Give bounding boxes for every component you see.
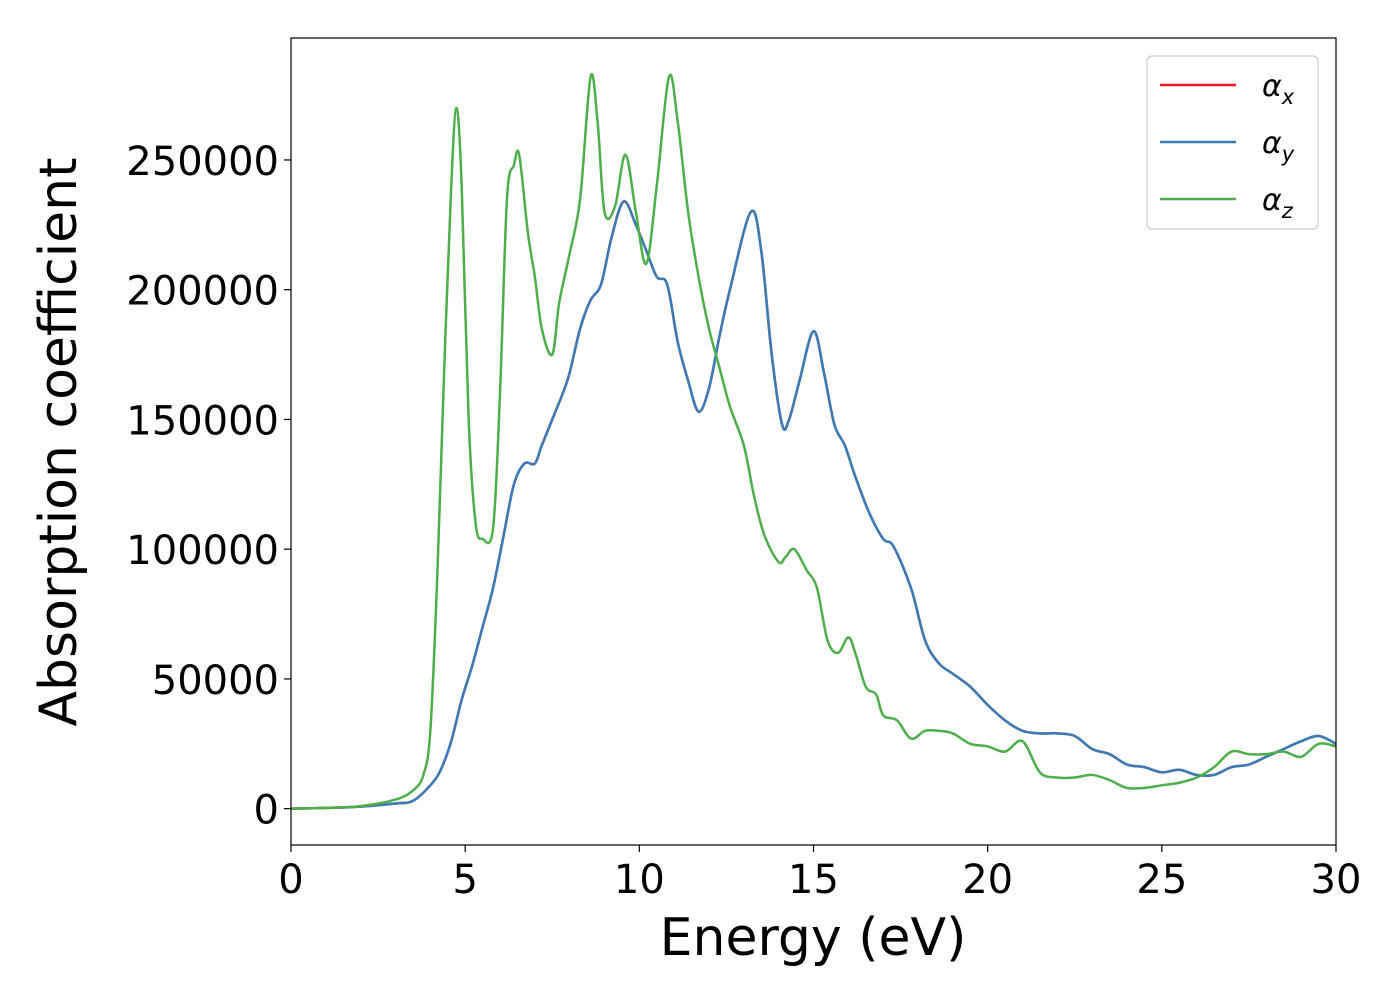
y-axis-ticks: 0 50000 100000 150000 200000 250000 xyxy=(126,139,291,834)
series-line-y xyxy=(291,200,1336,810)
x-axis-ticks: 0 5 10 15 20 25 30 xyxy=(278,845,1361,903)
x-tick-label: 5 xyxy=(452,857,477,903)
x-tick-label: 20 xyxy=(962,857,1013,903)
legend-label-x: αx xyxy=(1262,69,1295,109)
legend-label-main: α xyxy=(1262,69,1282,104)
series-layer xyxy=(291,73,1336,810)
series-line-z xyxy=(291,73,1336,810)
x-tick-label: 30 xyxy=(1311,857,1362,903)
y-tick-label: 50000 xyxy=(152,658,279,704)
legend-label-subscript: x xyxy=(1281,85,1295,109)
x-tick-label: 10 xyxy=(614,857,665,903)
y-axis-title: Absorption coefficient xyxy=(29,157,89,726)
legend-label-y: αy xyxy=(1262,126,1295,166)
y-tick-label: 200000 xyxy=(126,269,279,315)
legend-label-main: α xyxy=(1262,126,1282,161)
legend-label-subscript: z xyxy=(1281,199,1294,223)
y-tick-label: 0 xyxy=(254,788,279,834)
y-tick-label: 250000 xyxy=(126,139,279,185)
legend-label-subscript: y xyxy=(1281,142,1295,166)
y-tick-label: 150000 xyxy=(126,398,279,444)
y-tick-label: 100000 xyxy=(126,528,279,574)
legend-label-main: α xyxy=(1262,183,1282,218)
x-tick-label: 0 xyxy=(278,857,303,903)
x-axis-title: Energy (eV) xyxy=(660,908,967,968)
legend-label-z: αz xyxy=(1262,183,1294,223)
x-tick-label: 15 xyxy=(788,857,839,903)
x-tick-label: 25 xyxy=(1136,857,1187,903)
